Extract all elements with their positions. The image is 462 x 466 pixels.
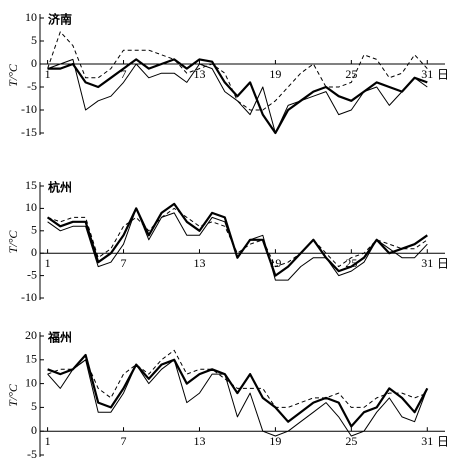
panel-title: 济南	[48, 12, 72, 27]
x-tick-label: 7	[121, 256, 127, 270]
series-line	[47, 349, 428, 408]
x-tick-label: 31	[421, 256, 433, 270]
x-tick-label: 25	[345, 67, 357, 81]
y-tick-label: 10	[25, 200, 37, 214]
y-tick-label: 20	[25, 328, 37, 342]
y-tick-label: 15	[25, 352, 37, 366]
x-axis-label: 日	[437, 435, 449, 449]
x-tick-label: 13	[193, 434, 205, 448]
y-tick-label: 0	[31, 56, 37, 70]
y-tick-label: 5	[31, 33, 37, 47]
y-tick-label: -5	[27, 79, 37, 93]
y-axis-label: T/°C	[6, 63, 20, 87]
y-tick-label: 5	[31, 223, 37, 237]
x-tick-label: 25	[345, 434, 357, 448]
y-tick-label: 0	[31, 423, 37, 437]
y-tick-label: -5	[27, 447, 37, 461]
y-tick-label: 0	[31, 245, 37, 259]
x-axis-label: 日	[437, 68, 449, 82]
y-tick-label: -10	[21, 102, 37, 116]
x-tick-label: 19	[269, 67, 281, 81]
y-tick-label: -15	[21, 125, 37, 139]
y-tick-label: 10	[25, 10, 37, 24]
x-tick-label: 7	[121, 434, 127, 448]
x-tick-label: 19	[269, 434, 281, 448]
series-line	[47, 353, 429, 428]
x-tick-label: 31	[421, 434, 433, 448]
y-tick-label: -5	[27, 267, 37, 281]
series-line	[47, 207, 428, 268]
y-axis-label: T/°C	[6, 383, 20, 407]
x-tick-label: 31	[421, 67, 433, 81]
y-tick-label: -10	[21, 290, 37, 304]
y-tick-label: 15	[25, 178, 37, 192]
y-tick-label: 5	[31, 399, 37, 413]
series-line	[47, 58, 428, 134]
series-line	[47, 207, 428, 281]
y-axis-label: T/°C	[6, 230, 20, 254]
x-tick-label: 1	[45, 434, 51, 448]
series-line	[47, 31, 428, 111]
x-tick-label: 13	[193, 67, 205, 81]
x-tick-label: 1	[45, 256, 51, 270]
x-tick-label: 25	[345, 256, 357, 270]
x-tick-label: 13	[193, 256, 205, 270]
x-tick-label: 7	[121, 67, 127, 81]
y-tick-label: 10	[25, 375, 37, 389]
x-axis-label: 日	[437, 257, 449, 271]
series-line	[47, 359, 428, 437]
series-line	[47, 58, 428, 135]
panel-title: 福州	[47, 330, 72, 345]
x-tick-label: 1	[45, 67, 51, 81]
panel-title: 杭州	[48, 180, 72, 195]
